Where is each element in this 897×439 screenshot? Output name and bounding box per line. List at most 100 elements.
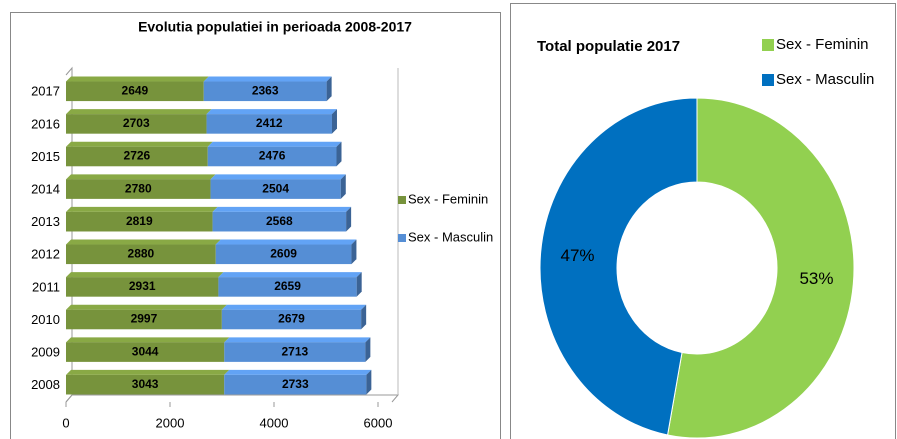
y-tick-label: 2017 (31, 84, 60, 99)
bar (66, 211, 213, 232)
bar-top (207, 141, 342, 147)
bar (218, 277, 357, 297)
bar-side (336, 141, 342, 167)
legend-swatch (398, 196, 406, 204)
bar (221, 309, 362, 330)
bar-top (66, 337, 230, 343)
bar-top (66, 76, 209, 82)
data-label: 2363 (252, 83, 279, 97)
bar-side (331, 109, 337, 134)
data-label: 2659 (274, 279, 301, 293)
y-tick-label: 2014 (31, 182, 60, 197)
x-tick-label: 2000 (156, 415, 185, 430)
bar (66, 342, 225, 362)
bar-side (326, 76, 332, 102)
donut-slice (667, 97, 855, 439)
data-label: 2679 (278, 312, 305, 326)
bar (224, 342, 366, 362)
bar (212, 211, 347, 232)
bar-top (210, 174, 346, 180)
y-tick-label: 2013 (31, 214, 60, 229)
data-label: 2726 (124, 149, 151, 163)
bar-top (221, 304, 367, 310)
bar-top (218, 272, 362, 278)
data-label: 2504 (262, 181, 289, 195)
y-tick-label: 2012 (31, 247, 60, 262)
bar (66, 114, 207, 134)
data-label: 2931 (129, 279, 156, 293)
bar-side (356, 272, 362, 297)
bar-side (365, 337, 371, 362)
bar-top (66, 239, 221, 245)
bar (66, 277, 219, 297)
data-label: 2649 (122, 83, 149, 97)
floor (65, 394, 400, 403)
data-label: 2568 (266, 214, 293, 228)
bar-top (215, 239, 357, 245)
legend-swatch (762, 39, 774, 51)
donut-chart-title: Total populatie 2017 (537, 38, 680, 55)
bar-top (66, 174, 216, 180)
data-label: 2880 (128, 246, 155, 260)
bar-side (346, 206, 352, 232)
bar (215, 244, 352, 265)
bar-side (351, 239, 357, 265)
x-tick-label: 6000 (364, 415, 393, 430)
data-label: 2819 (126, 214, 153, 228)
y-tick-label: 2008 (31, 377, 60, 392)
y-tick-label: 2016 (31, 116, 60, 131)
bar (206, 114, 332, 134)
data-label: 3043 (132, 377, 159, 391)
legend-label: Sex - Feminin (776, 36, 869, 53)
bar (210, 179, 341, 199)
legend-swatch (398, 234, 406, 242)
bar-top (66, 369, 230, 375)
bar (66, 146, 208, 167)
bar-side (366, 369, 372, 395)
data-label: 2703 (123, 116, 150, 130)
data-label: 2780 (125, 181, 152, 195)
bar-top (66, 304, 227, 310)
bar (66, 309, 222, 330)
bar-top (66, 109, 212, 115)
bar-top (66, 272, 224, 278)
bar-side (340, 174, 346, 199)
legend-label: Sex - Masculin (776, 71, 874, 88)
legend-label: Sex - Feminin (408, 191, 488, 206)
y-tick-label: 2015 (31, 149, 60, 164)
donut-slice (539, 97, 698, 436)
y-tick-label: 2010 (31, 312, 60, 327)
bar (203, 81, 327, 102)
data-label: 2609 (270, 246, 297, 260)
legend-swatch (762, 74, 774, 86)
data-label: 2412 (256, 116, 283, 130)
bar (224, 374, 367, 395)
data-label: 2997 (131, 312, 158, 326)
data-label: 2713 (281, 344, 308, 358)
bar (66, 81, 204, 102)
bar-top (224, 369, 372, 375)
data-label: 2476 (259, 149, 286, 163)
y-tick-label: 2011 (32, 279, 60, 294)
y-tick-label: 2009 (31, 345, 60, 360)
data-label: 3044 (132, 344, 159, 358)
data-label: 53% (799, 269, 833, 288)
bar-chart-title: Evolutia populatiei in perioada 2008-201… (138, 19, 412, 35)
bar (207, 146, 337, 167)
bar-top (203, 76, 332, 82)
data-label: 47% (561, 246, 595, 265)
bar (66, 374, 225, 395)
bar (66, 244, 216, 265)
bar-side (361, 304, 367, 330)
bar-top (212, 206, 352, 212)
legend-label: Sex - Masculin (408, 229, 493, 244)
data-label: 2733 (282, 377, 309, 391)
bar-top (66, 206, 218, 212)
bar-top (224, 337, 371, 343)
x-tick-label: 0 (62, 415, 69, 430)
bar-top (206, 109, 337, 115)
bar-top (66, 141, 213, 147)
x-tick-label: 4000 (260, 415, 289, 430)
bar (66, 179, 211, 199)
